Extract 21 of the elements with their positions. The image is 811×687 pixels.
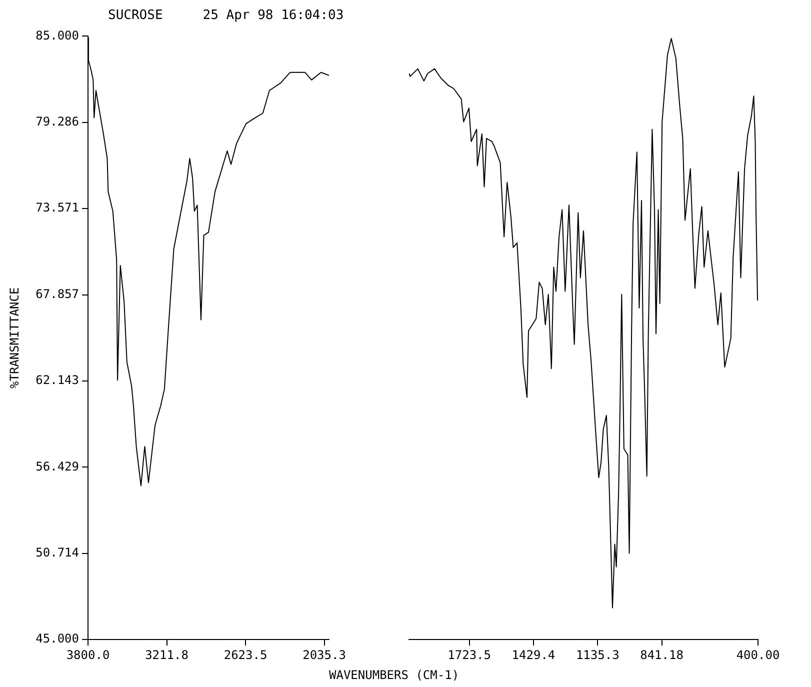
x-tick-label: 3211.8 xyxy=(145,648,188,662)
x-tick-label: 3800.0 xyxy=(66,648,110,662)
y-tick-label: 67.857 xyxy=(36,286,79,301)
x-tick-label: 2035.3 xyxy=(302,648,346,662)
y-tick-label: 73.571 xyxy=(36,200,79,215)
x-tick-label: 2623.5 xyxy=(224,648,268,662)
x-tick-label: 400.00 xyxy=(736,648,780,662)
y-tick-label: 85.000 xyxy=(36,28,79,42)
chart-title: SUCROSE xyxy=(108,8,163,25)
y-tick-label: 79.286 xyxy=(36,114,79,129)
x-axis-title: WAVENUMBERS (CM-1) xyxy=(329,668,460,682)
x-tick-label: 841.18 xyxy=(640,648,684,662)
x-tick-label: 1723.5 xyxy=(448,648,491,662)
y-tick-label: 50.714 xyxy=(36,546,79,560)
x-tick-label: 1135.3 xyxy=(576,648,620,662)
y-tick-label: 56.429 xyxy=(36,459,79,474)
text: 25 Apr 98 16:04:03 xyxy=(202,8,344,25)
y-tick-label: 45.000 xyxy=(36,632,79,646)
x-tick-label: 1429.4 xyxy=(512,648,556,662)
y-axis-title: %TRANSMITTANCE xyxy=(7,287,22,388)
y-tick-label: 62.143 xyxy=(36,373,79,388)
